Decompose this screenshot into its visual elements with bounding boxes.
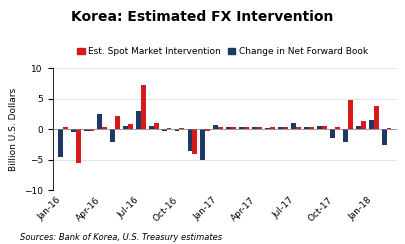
Bar <box>335 127 340 129</box>
Bar <box>226 127 231 129</box>
Bar <box>115 116 120 129</box>
Bar <box>76 129 81 163</box>
Bar <box>270 127 275 129</box>
Bar <box>102 127 107 129</box>
Bar <box>317 126 322 129</box>
Bar <box>166 128 171 129</box>
Bar <box>283 127 288 129</box>
Bar <box>162 129 166 131</box>
Bar <box>239 127 244 129</box>
Text: Sources: Bank of Korea, U.S. Treasury estimates: Sources: Bank of Korea, U.S. Treasury es… <box>20 233 222 242</box>
Bar <box>141 85 145 129</box>
Bar <box>369 120 373 129</box>
Bar <box>322 126 327 129</box>
Bar <box>97 114 102 129</box>
Bar <box>252 127 257 129</box>
Bar <box>89 129 94 131</box>
Bar <box>257 127 262 129</box>
Bar <box>291 123 296 129</box>
Bar <box>192 129 197 154</box>
Bar <box>373 106 379 129</box>
Bar <box>205 129 210 131</box>
Text: Korea: Estimated FX Intervention: Korea: Estimated FX Intervention <box>71 10 334 24</box>
Bar <box>71 129 76 132</box>
Bar <box>213 125 218 129</box>
Bar <box>175 129 179 131</box>
Bar <box>63 127 68 129</box>
Bar <box>330 129 335 138</box>
Bar <box>123 126 128 129</box>
Bar <box>153 123 158 129</box>
Bar <box>386 128 392 129</box>
Bar <box>188 129 192 151</box>
Bar <box>128 124 132 129</box>
Y-axis label: Billion U.S. Dollars: Billion U.S. Dollars <box>9 88 18 171</box>
Legend: Est. Spot Market Intervention, Change in Net Forward Book: Est. Spot Market Intervention, Change in… <box>74 43 372 60</box>
Bar <box>179 128 184 129</box>
Bar <box>265 128 270 129</box>
Bar <box>343 129 348 142</box>
Bar <box>348 100 353 129</box>
Bar <box>278 127 283 129</box>
Bar <box>110 129 115 142</box>
Bar <box>361 121 366 129</box>
Bar <box>382 129 386 144</box>
Bar <box>84 129 89 131</box>
Bar <box>231 127 236 129</box>
Bar <box>309 127 314 129</box>
Bar <box>244 127 249 129</box>
Bar <box>356 126 361 129</box>
Bar <box>296 127 301 129</box>
Bar <box>200 129 205 160</box>
Bar <box>218 127 223 129</box>
Bar <box>136 111 141 129</box>
Bar <box>149 126 153 129</box>
Bar <box>58 129 63 157</box>
Bar <box>304 127 309 129</box>
